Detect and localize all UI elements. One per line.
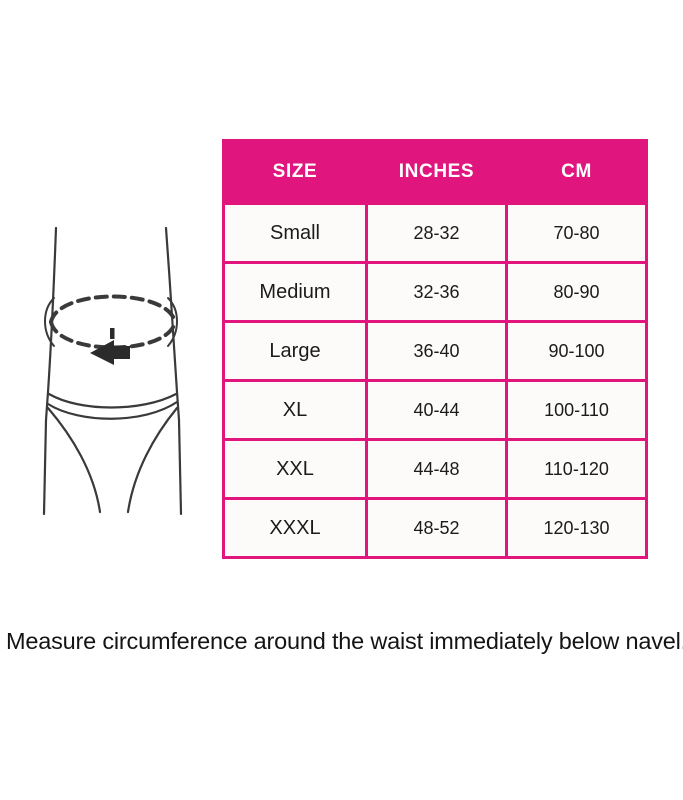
table-row: Small 28-32 70-80 <box>225 205 645 261</box>
table-row: XL 40-44 100-110 <box>225 382 645 438</box>
torso-line-drawing <box>42 226 183 516</box>
right-leg-outer-contour <box>177 418 183 516</box>
brief-waistband <box>47 392 178 409</box>
table-body: Small 28-32 70-80 Medium 32-36 80-90 Lar… <box>225 205 645 556</box>
size-table-element: SIZE INCHES CM Small 28-32 70-80 Medium … <box>222 139 648 559</box>
torso-left-contour <box>44 226 58 422</box>
table-header: SIZE INCHES CM <box>225 142 645 202</box>
left-leg-outer-contour <box>42 418 48 516</box>
cell-inches: 28-32 <box>368 205 505 261</box>
header-row: SIZE INCHES CM <box>225 142 645 202</box>
cell-inches: 36-40 <box>368 323 505 379</box>
navel-mark <box>110 328 115 339</box>
cell-cm: 110-120 <box>508 441 645 497</box>
cell-inches: 44-48 <box>368 441 505 497</box>
column-header-inches: INCHES <box>368 142 505 202</box>
cell-size: Small <box>225 205 365 261</box>
cell-size: Medium <box>225 264 365 320</box>
brief-waistband-inner <box>46 400 179 420</box>
waist-right-curve <box>167 297 178 347</box>
waist-measurement-diagram <box>18 222 218 522</box>
cell-inches: 40-44 <box>368 382 505 438</box>
column-header-size: SIZE <box>225 142 365 202</box>
table-row: Medium 32-36 80-90 <box>225 264 645 320</box>
column-header-cm: CM <box>508 142 645 202</box>
table-row: XXL 44-48 110-120 <box>225 441 645 497</box>
cell-cm: 120-130 <box>508 500 645 556</box>
cell-cm: 70-80 <box>508 205 645 261</box>
cell-cm: 100-110 <box>508 382 645 438</box>
size-chart-table: SIZE INCHES CM Small 28-32 70-80 Medium … <box>222 139 648 559</box>
cell-inches: 48-52 <box>368 500 505 556</box>
cell-size: XL <box>225 382 365 438</box>
brief-left-leg-opening <box>46 406 102 514</box>
measuring-tape-dashed-top <box>49 294 177 324</box>
cell-cm: 80-90 <box>508 264 645 320</box>
waist-pointer-arrow <box>90 340 130 365</box>
table-row: XXXL 48-52 120-130 <box>225 500 645 556</box>
brief-right-leg-opening <box>126 406 179 514</box>
cell-size: XXL <box>225 441 365 497</box>
cell-size: Large <box>225 323 365 379</box>
cell-inches: 32-36 <box>368 264 505 320</box>
waist-left-curve <box>44 297 55 347</box>
measurement-instruction-caption: Measure circumference around the waist i… <box>6 628 683 654</box>
cell-cm: 90-100 <box>508 323 645 379</box>
cell-size: XXXL <box>225 500 365 556</box>
table-row: Large 36-40 90-100 <box>225 323 645 379</box>
